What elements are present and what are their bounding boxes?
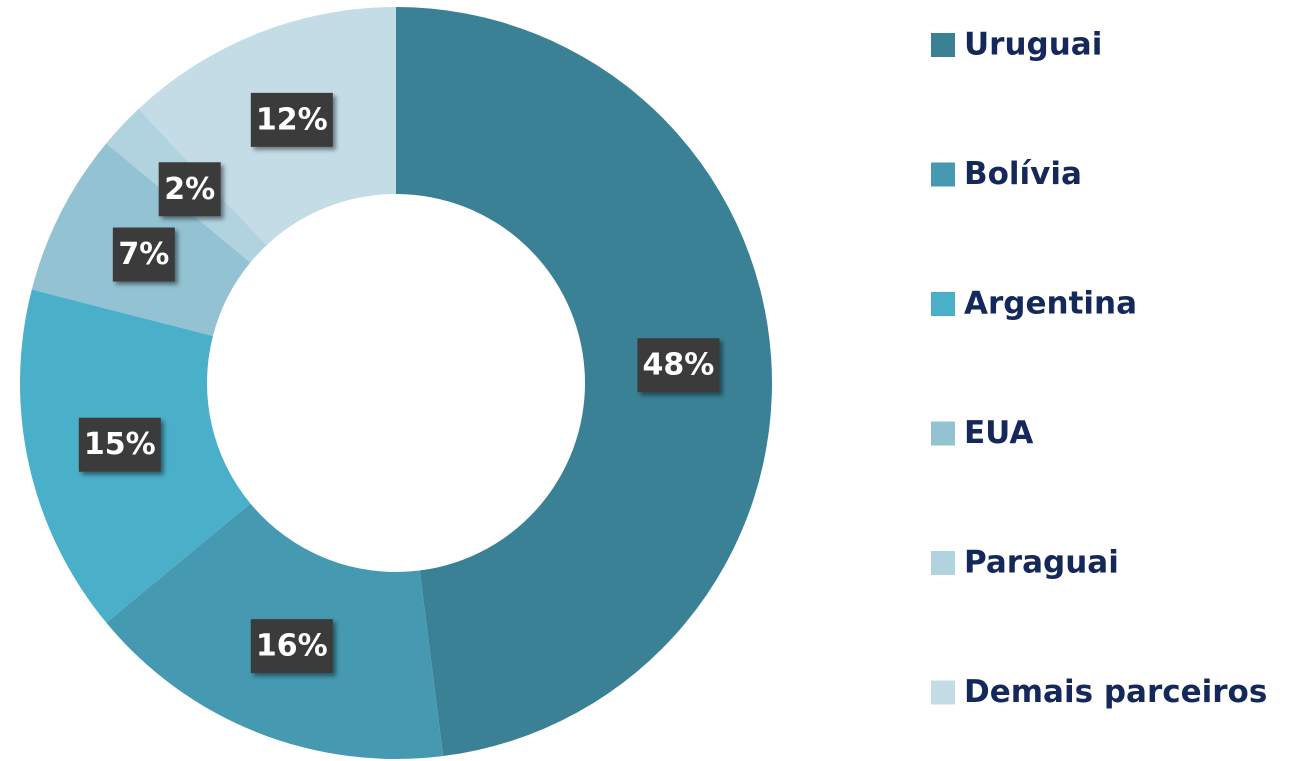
- legend-label: Demais parceiros: [964, 674, 1267, 710]
- legend-label: Bolívia: [964, 156, 1082, 192]
- data-label: 16%: [256, 629, 328, 664]
- data-label-box: [250, 92, 333, 147]
- data-label-box: [250, 619, 333, 674]
- legend-swatch: [931, 33, 955, 57]
- legend-label: Argentina: [964, 286, 1137, 322]
- legend-swatch: [931, 162, 955, 187]
- legend-label: EUA: [964, 415, 1033, 451]
- legend-swatch: [931, 292, 955, 316]
- data-label-box: [78, 417, 161, 472]
- donut-slice: [396, 7, 773, 757]
- legend-label: Paraguai: [964, 545, 1119, 581]
- legend-label: Uruguai: [964, 27, 1102, 63]
- data-label: 48%: [643, 348, 715, 383]
- data-label: 15%: [84, 427, 156, 462]
- legend-swatch: [931, 680, 955, 705]
- data-label: 7%: [118, 237, 169, 272]
- data-label-box: [637, 338, 720, 393]
- legend-swatch: [931, 551, 955, 575]
- data-label-box: [112, 227, 175, 282]
- data-label: 2%: [164, 172, 215, 207]
- data-label: 12%: [256, 102, 328, 137]
- data-label-box: [158, 162, 221, 217]
- legend-swatch: [931, 421, 955, 446]
